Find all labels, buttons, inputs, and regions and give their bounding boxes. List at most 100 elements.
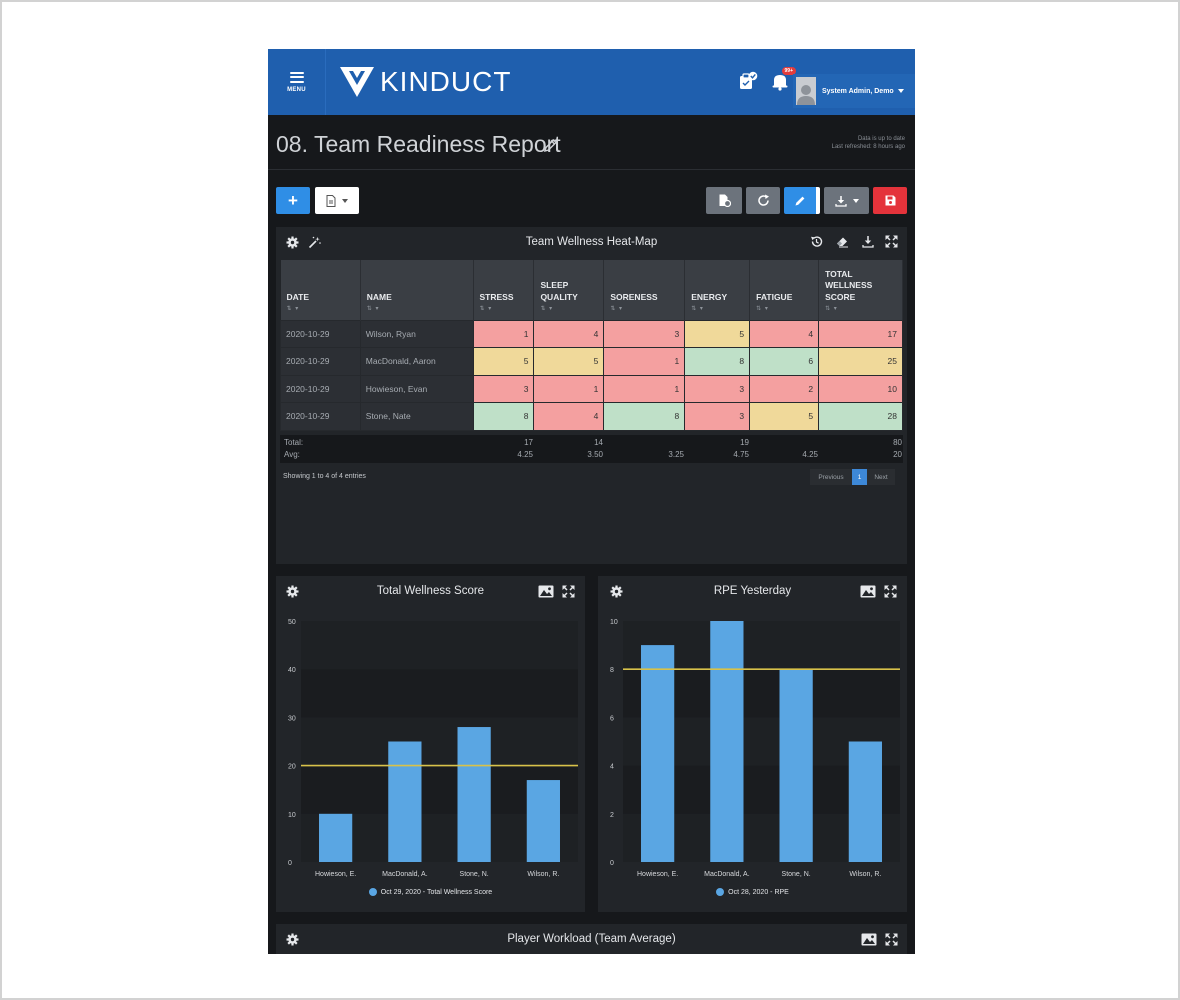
chart-settings-button[interactable]: [286, 933, 299, 951]
footer-value: 17: [524, 438, 533, 447]
document-dropdown-button[interactable]: [315, 187, 359, 214]
table-header-row: DATE ⇅ ▾ NAME ⇅ ▾ STRESS ⇅ ▾ SLEEP QUALITY ⇅ ▾ S…: [280, 260, 903, 320]
legend-label: Oct 29, 2020 - Total Wellness Score: [380, 888, 493, 896]
averages-row: Avg: 4.25 3.50 3.25 4.75 4.25 20: [284, 450, 903, 462]
sort-filter-icon[interactable]: ⇅ ▾: [366, 306, 380, 312]
add-widget-button[interactable]: +: [276, 187, 310, 214]
refresh-button[interactable]: [746, 187, 780, 214]
footer-label: Total:: [284, 438, 304, 447]
menu-button[interactable]: MENU: [268, 49, 326, 115]
legend-dot: [716, 888, 725, 896]
column-header-label: SORENESS: [610, 291, 658, 302]
sort-filter-icon[interactable]: ⇅ ▾: [691, 306, 704, 312]
file-settings-icon: [719, 194, 731, 207]
next-page-button[interactable]: Next: [867, 469, 895, 485]
status-line-2: Last refreshed: 8 hours ago: [831, 144, 905, 150]
cell-date: 2020-10-29: [280, 402, 361, 431]
edit-title-button[interactable]: [543, 138, 558, 158]
chart-legend[interactable]: Oct 29, 2020 - Total Wellness Score: [276, 888, 585, 896]
column-header-label: FATIGUE: [756, 291, 793, 302]
cell-value: 5: [749, 402, 820, 431]
chart-expand-button[interactable]: [562, 585, 575, 603]
status-line-1: Data is up to date: [857, 136, 905, 142]
cell-value: 17: [818, 319, 903, 348]
chevron-down-icon: [897, 89, 904, 93]
brand-logo[interactable]: KINDUCT: [340, 64, 511, 100]
report-settings-button[interactable]: [706, 187, 742, 214]
chart-image-button[interactable]: [861, 933, 877, 951]
page-1-button[interactable]: 1: [852, 469, 867, 485]
sort-filter-icon[interactable]: ⇅ ▾: [540, 306, 554, 312]
workload-title: Player Workload (Team Average): [507, 933, 676, 945]
tasks-button[interactable]: [738, 71, 758, 91]
y-tick-label: 50: [288, 619, 296, 626]
chart-settings-button[interactable]: [610, 585, 623, 603]
total-wellness-bar-chart: 0 10 20 30 40 50 Howieson, E. MacDonald, A. Ston…: [288, 619, 578, 878]
footer-value: 3.25: [668, 450, 684, 459]
cell-value: 1: [472, 319, 535, 348]
column-header-fatigue[interactable]: FATIGUE ⇅ ▾: [749, 260, 820, 320]
pagination: Previous 1 Next: [810, 469, 895, 485]
chart-expand-button[interactable]: [884, 585, 897, 603]
chart-title: Total Wellness Score: [376, 585, 485, 597]
cell-value: 25: [818, 347, 903, 376]
download-widget-button[interactable]: [862, 235, 874, 253]
sort-filter-icon[interactable]: ⇅ ▾: [610, 306, 624, 312]
previous-page-button[interactable]: Previous: [810, 469, 852, 485]
magic-wand-button[interactable]: [308, 236, 321, 254]
cell-value: 1: [533, 374, 605, 403]
heatmap-table: DATE ⇅ ▾ NAME ⇅ ▾ STRESS ⇅ ▾ SLEEP QUALITY ⇅ ▾ S…: [280, 260, 903, 431]
sort-filter-icon[interactable]: ⇅ ▾: [756, 306, 769, 312]
history-icon: [811, 236, 823, 247]
download-icon: [862, 236, 874, 248]
chart-settings-button[interactable]: [286, 585, 299, 603]
download-dropdown-button[interactable]: [824, 187, 869, 214]
user-menu[interactable]: System Admin, Demo: [793, 74, 915, 108]
refresh-icon: [757, 194, 769, 206]
chart-image-button[interactable]: [538, 585, 554, 603]
sort-filter-icon[interactable]: ⇅ ▾: [479, 306, 493, 312]
column-header-soreness[interactable]: SORENESS ⇅ ▾: [603, 260, 686, 320]
x-tick-label: MacDonald, A.: [382, 871, 428, 878]
cell-name: Stone, Nate: [359, 402, 474, 431]
column-header-energy[interactable]: ENERGY ⇅ ▾: [684, 260, 751, 320]
gear-icon: [286, 236, 299, 249]
column-header-total-wellness-score[interactable]: TOTAL WELLNESS SCORE ⇅ ▾: [818, 260, 903, 320]
cell-name: Wilson, Ryan: [359, 319, 474, 348]
footer-value: 14: [594, 438, 603, 447]
expand-widget-button[interactable]: [885, 235, 898, 253]
expand-icon: [885, 933, 898, 946]
cell-value: 28: [818, 402, 903, 431]
notifications-button[interactable]: 99+: [770, 67, 796, 91]
table-row[interactable]: 2020-10-29 Wilson, Ryan 1 4 3 5 4 17: [280, 319, 903, 348]
history-button[interactable]: [810, 235, 823, 253]
chart-expand-button[interactable]: [885, 933, 898, 951]
cell-value: 3: [603, 319, 686, 348]
column-header-date[interactable]: DATE ⇅ ▾: [280, 260, 361, 320]
bar-wilson-r: [526, 780, 560, 862]
table-row[interactable]: 2020-10-29 MacDonald, Aaron 5 5 1 8 6 25: [280, 347, 903, 376]
save-button[interactable]: [873, 187, 907, 214]
chart-legend[interactable]: Oct 28, 2020 - RPE: [598, 888, 907, 896]
y-tick-label: 10: [288, 812, 296, 819]
x-tick-label: Wilson, R.: [849, 871, 881, 878]
chart-image-button[interactable]: [860, 585, 876, 603]
footer-value: 3.50: [587, 450, 603, 459]
bell-icon: [772, 75, 788, 91]
edit-mode-button[interactable]: [784, 187, 820, 214]
column-header-sleep-quality[interactable]: SLEEP QUALITY ⇅ ▾: [533, 260, 605, 320]
column-header-stress[interactable]: STRESS ⇅ ▾: [473, 260, 535, 320]
table-row[interactable]: 2020-10-29 Howieson, Evan 3 1 1 3 2 10: [280, 374, 903, 403]
column-header-name[interactable]: NAME ⇅ ▾: [360, 260, 474, 320]
expand-icon: [562, 585, 575, 598]
sort-filter-icon[interactable]: ⇅ ▾: [286, 306, 300, 312]
top-navbar: MENU KINDUCT: [268, 49, 915, 115]
notification-badge: 99+: [781, 67, 796, 75]
expand-icon: [885, 235, 898, 248]
footer-value: 4.25: [517, 450, 533, 459]
table-row[interactable]: 2020-10-29 Stone, Nate 8 4 8 3 5 28: [280, 402, 903, 431]
clear-filters-button[interactable]: [835, 235, 849, 253]
sort-filter-icon[interactable]: ⇅ ▾: [825, 306, 838, 312]
widget-settings-button[interactable]: [286, 236, 299, 254]
app-window: MENU KINDUCT: [268, 49, 915, 954]
